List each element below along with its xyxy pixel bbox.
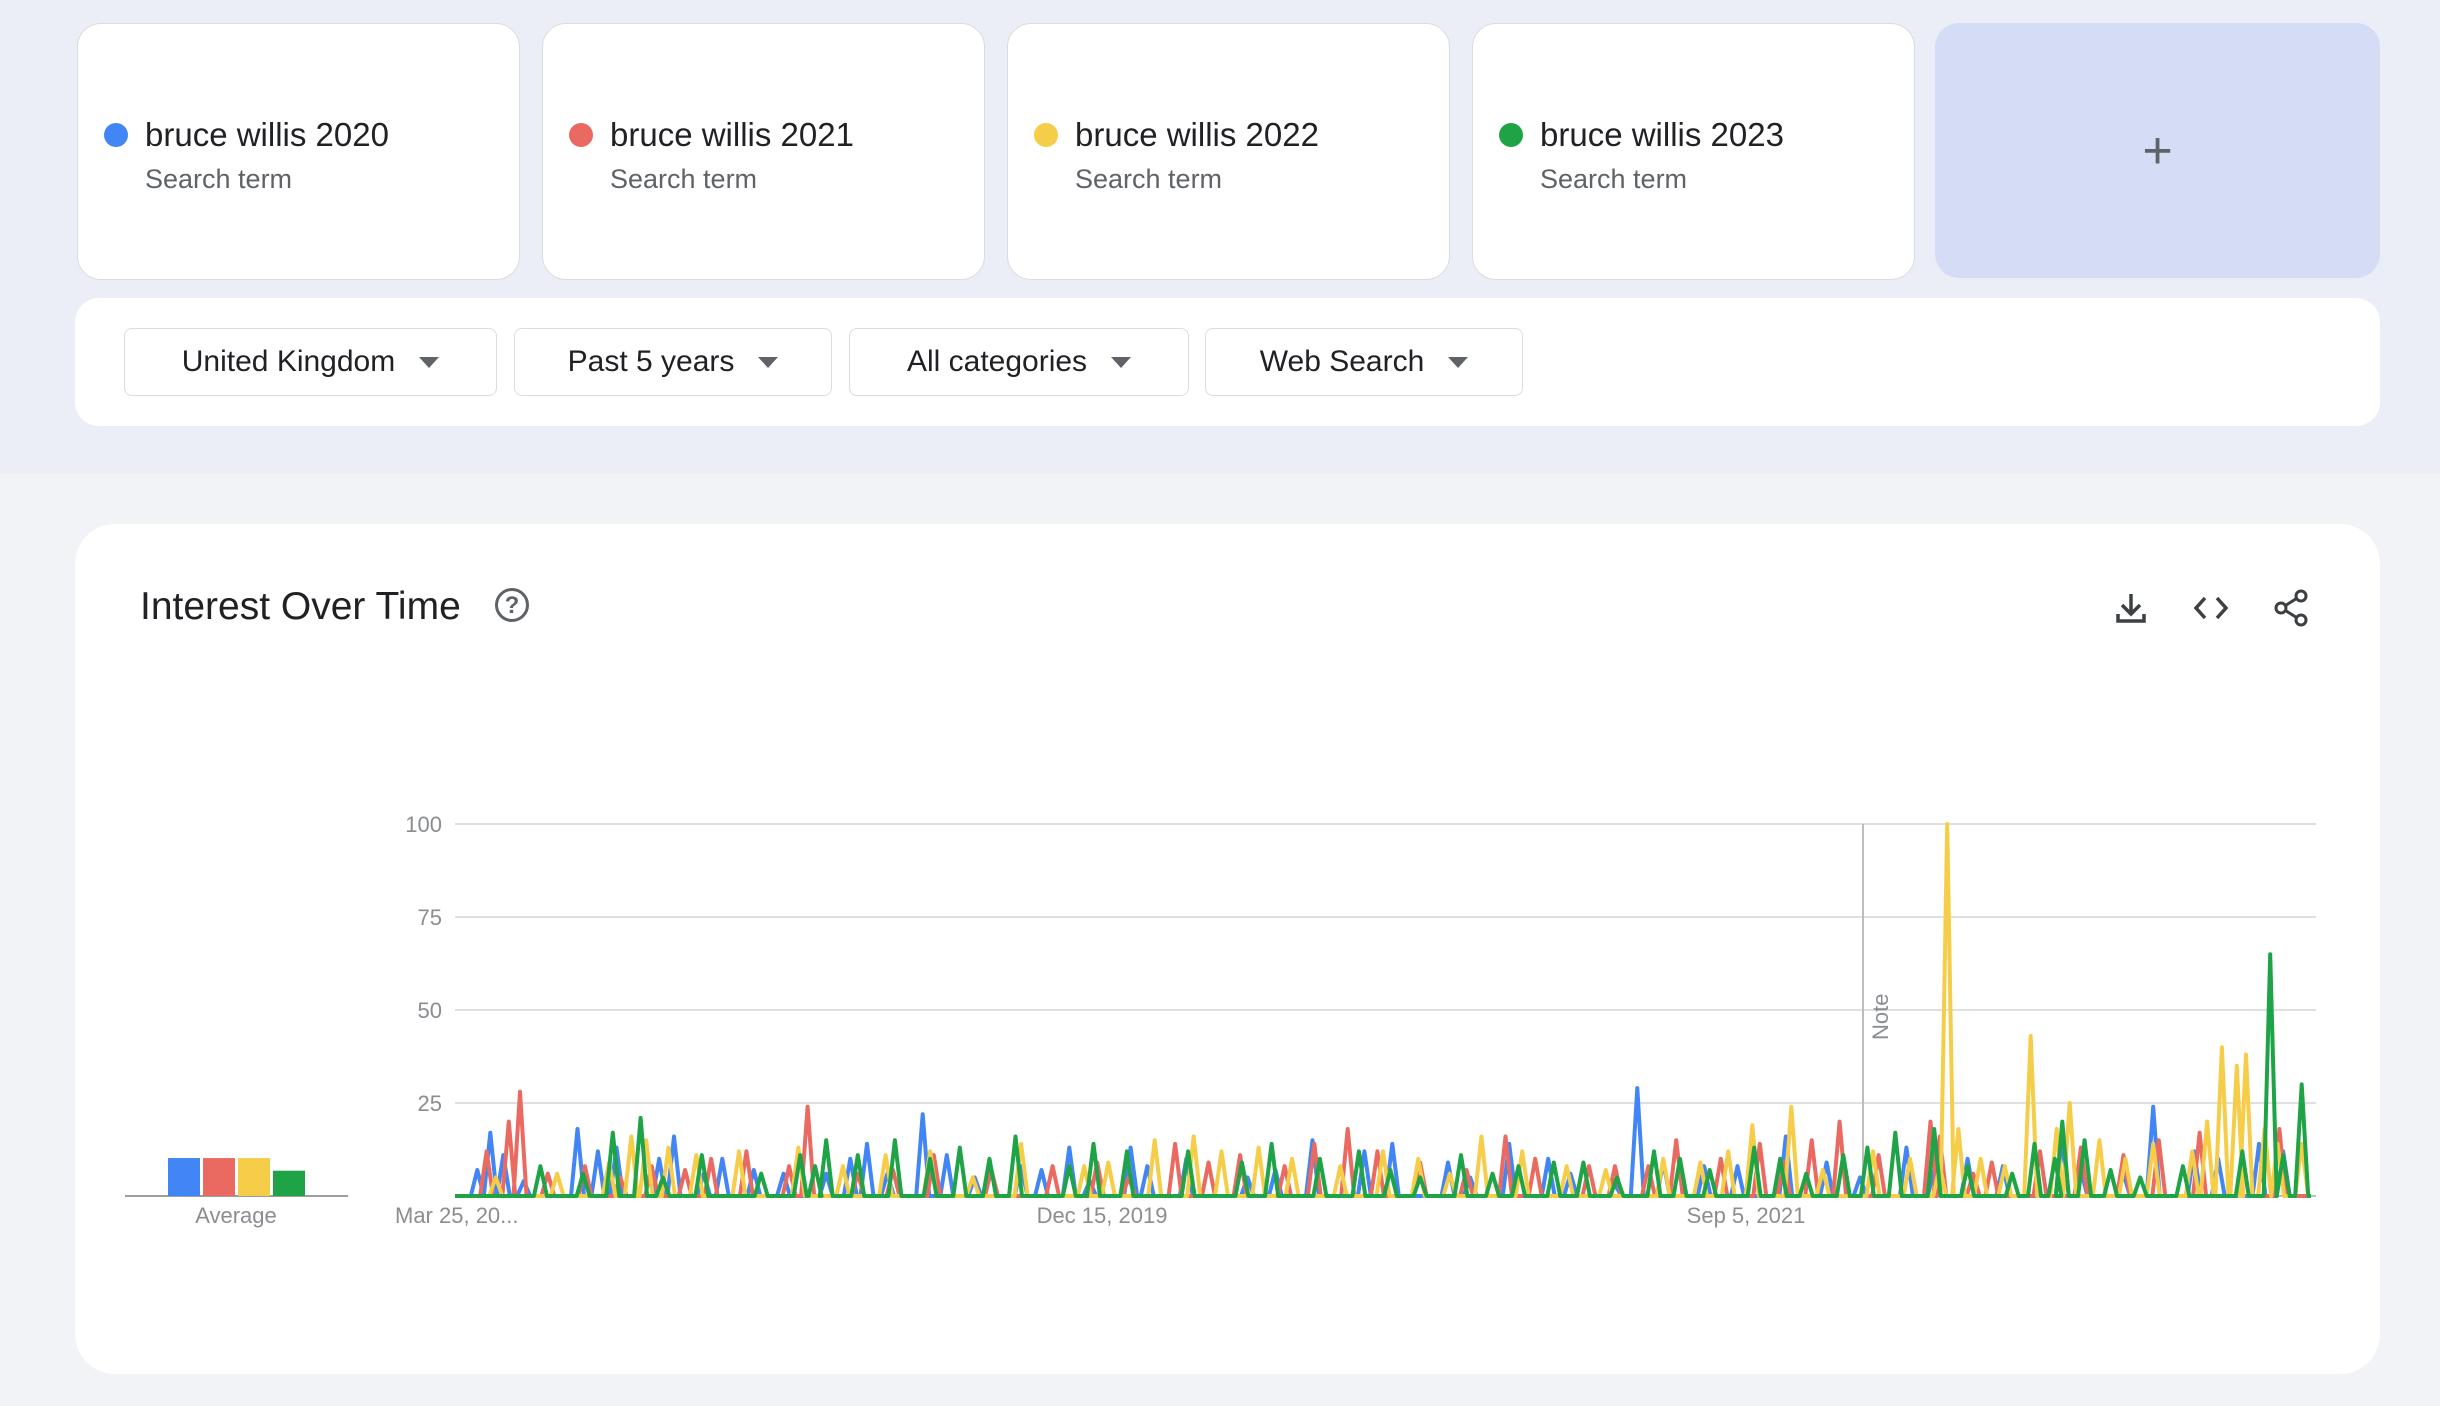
category-dropdown[interactable]: All categories [849,328,1189,396]
category-value: All categories [906,345,1088,378]
chart-title: Interest Over Time [140,585,461,628]
term-row: bruce willis 2023 [1499,116,1784,154]
term-name[interactable]: bruce willis 2022 [1075,116,1319,153]
term-type-label: Search term [145,164,293,194]
search-term-card-3[interactable]: bruce willis 2022 Search term [1007,23,1450,280]
term-row: bruce willis 2022 [1034,116,1319,154]
term-color-dot [104,123,128,147]
download-icon[interactable] [2109,586,2153,630]
term-name[interactable]: bruce willis 2020 [145,116,389,153]
term-name[interactable]: bruce willis 2021 [610,116,854,153]
search-term-card-4[interactable]: bruce willis 2023 Search term [1472,23,1915,280]
term-row: bruce willis 2021 [569,116,854,154]
plus-icon: + [2142,121,2173,180]
embed-code-icon[interactable] [2189,586,2233,630]
term-type-label: Search term [1540,164,1688,194]
term-color-dot [569,123,593,147]
dropdown-arrow-icon [758,356,779,368]
time-range-value: Past 5 years [567,345,735,378]
term-color-dot [1499,123,1523,147]
search-term-card-1[interactable]: bruce willis 2020 Search term [77,23,520,280]
search-term-card-2[interactable]: bruce willis 2021 Search term [542,23,985,280]
term-color-dot [1034,123,1058,147]
dropdown-arrow-icon [1448,356,1469,368]
term-type-label: Search term [1075,164,1223,194]
search-type-dropdown[interactable]: Web Search [1205,328,1523,396]
share-icon[interactable] [2269,586,2313,630]
add-comparison-button[interactable]: + [1935,23,2380,278]
term-row: bruce willis 2020 [104,116,389,154]
region-value: United Kingdom [181,345,396,378]
dropdown-arrow-icon [419,356,440,368]
time-range-dropdown[interactable]: Past 5 years [514,328,832,396]
term-name[interactable]: bruce willis 2023 [1540,116,1784,153]
region-dropdown[interactable]: United Kingdom [124,328,497,396]
help-icon[interactable]: ? [495,588,529,622]
interest-over-time-card [75,524,2380,1374]
term-type-label: Search term [610,164,758,194]
dropdown-arrow-icon [1111,356,1132,368]
search-type-value: Web Search [1259,345,1425,378]
